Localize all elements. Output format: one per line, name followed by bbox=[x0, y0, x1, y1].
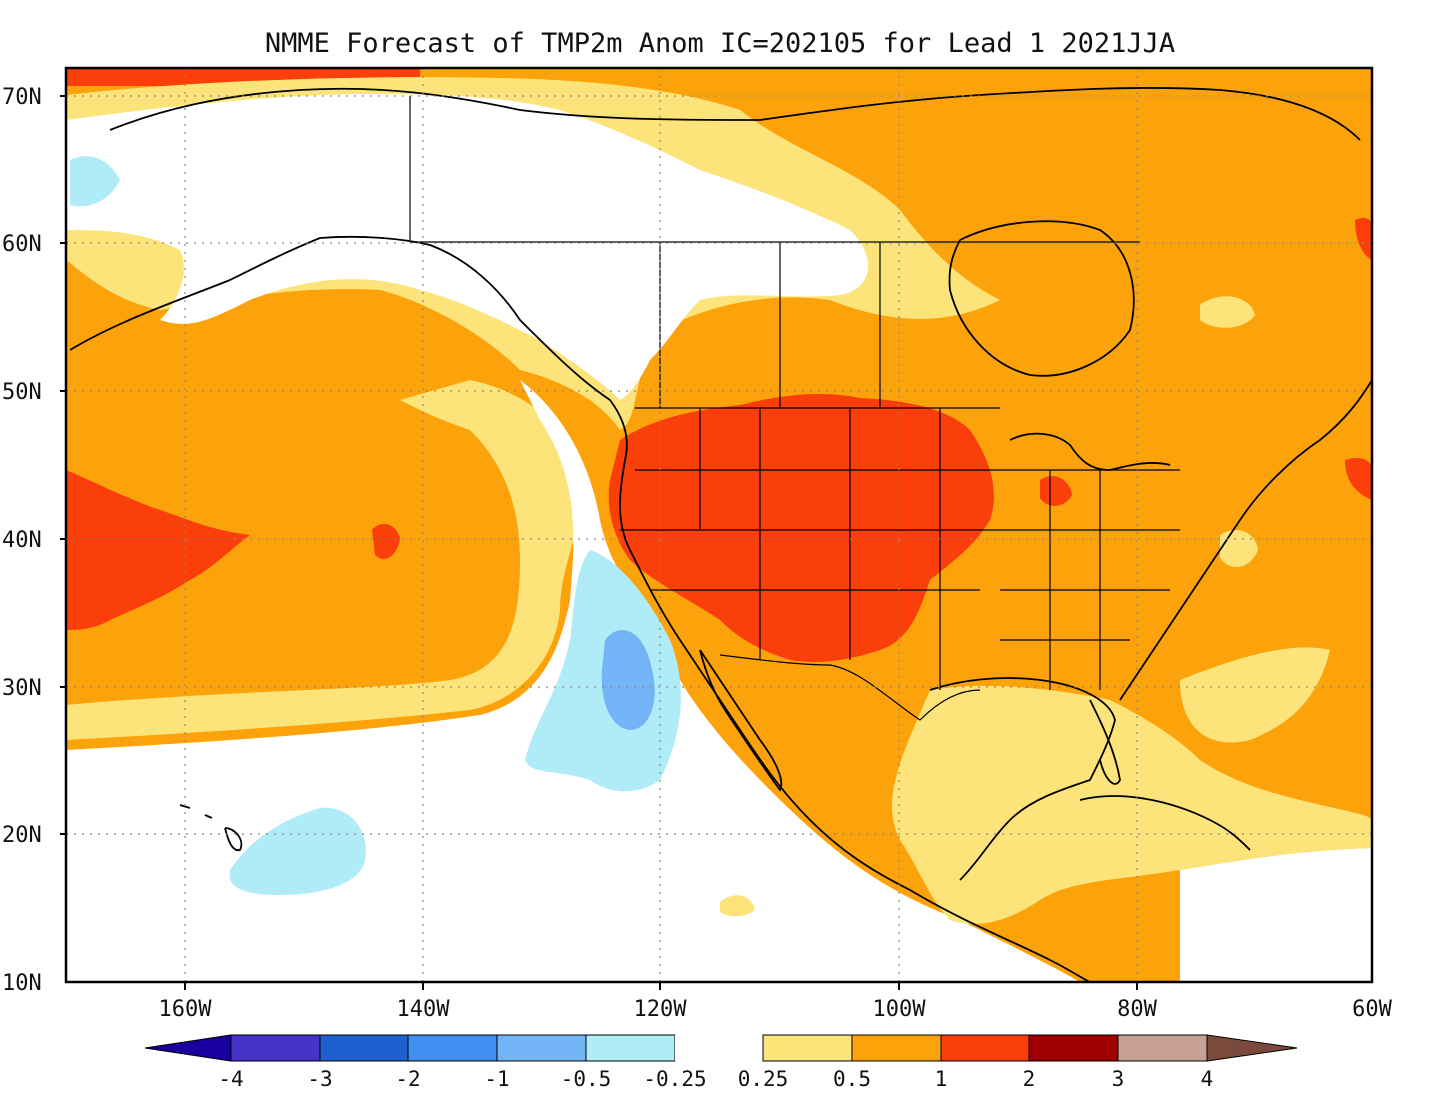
colorbar bbox=[144, 1034, 1298, 1062]
colorbar-label-0.25: 0.25 bbox=[738, 1067, 789, 1091]
map-frame bbox=[64, 66, 1374, 984]
colorbar-arrow-right bbox=[1206, 1034, 1298, 1062]
gridlines bbox=[66, 68, 1372, 982]
colorbar-label-neg1: -1 bbox=[484, 1067, 509, 1091]
colorbar-bin-1..2 bbox=[940, 1034, 1030, 1062]
lat-label-50n: 50N bbox=[2, 380, 42, 405]
anomaly-neutral-caribbean bbox=[1180, 848, 1372, 982]
anomaly-yellow-coastal bbox=[66, 380, 583, 740]
map-panel bbox=[66, 68, 1372, 982]
colorbar-bin--1..-0.5 bbox=[496, 1034, 587, 1062]
lon-label-160w: 160W bbox=[159, 997, 213, 1022]
colorbar-bin-3..4 bbox=[1117, 1034, 1208, 1062]
anomaly-cool-hawaii bbox=[229, 807, 366, 895]
colorbar-label-0.5: 0.5 bbox=[833, 1067, 871, 1091]
anomaly-yellow-atlantic bbox=[1180, 647, 1330, 743]
anomaly-warm-spot-pacific bbox=[372, 523, 400, 559]
colorbar-bin-0.5..1 bbox=[851, 1034, 942, 1062]
anomaly-warm-core-west-us bbox=[608, 394, 994, 662]
figure-title: NMME Forecast of TMP2m Anom IC=202105 fo… bbox=[265, 28, 1175, 59]
colorbar-bin--2..-1 bbox=[407, 1034, 498, 1062]
lon-label-120w: 120W bbox=[634, 997, 688, 1022]
longitude-axis: 160W 140W 120W 100W 80W 60W bbox=[159, 982, 1393, 1022]
anomaly-neutral-alaska bbox=[66, 93, 869, 400]
colorbar-label-1: 1 bbox=[935, 1067, 948, 1091]
lon-label-80w: 80W bbox=[1117, 997, 1157, 1022]
lat-label-10n: 10N bbox=[2, 971, 42, 996]
anomaly-warm-great-lakes bbox=[1040, 475, 1072, 506]
colorbar-arrow-left bbox=[144, 1034, 232, 1062]
lon-label-60w: 60W bbox=[1352, 997, 1392, 1022]
colorbar-label-neg0.5: -0.5 bbox=[561, 1067, 612, 1091]
colorbar-labels: -4 -3 -2 -1 -0.5 -0.25 0.25 0.5 1 2 3 4 bbox=[218, 1067, 1213, 1091]
lat-label-30n: 30N bbox=[2, 676, 42, 701]
anomaly-yellow-gulf bbox=[891, 685, 1372, 924]
colorbar-label-3: 3 bbox=[1112, 1067, 1125, 1091]
lon-label-140w: 140W bbox=[397, 997, 451, 1022]
colorbar-label-2: 2 bbox=[1023, 1067, 1036, 1091]
colorbar-bin-0.25..0.5 bbox=[762, 1034, 853, 1062]
lat-label-60n: 60N bbox=[2, 232, 42, 257]
lat-label-20n: 20N bbox=[2, 823, 42, 848]
anomaly-cool-bering bbox=[70, 156, 120, 207]
colorbar-bin-2..3 bbox=[1028, 1034, 1119, 1062]
colorbar-bin--3..-2 bbox=[319, 1034, 409, 1062]
lat-label-70n: 70N bbox=[2, 85, 42, 110]
colorbar-bin--0.5..-0.25 bbox=[585, 1034, 676, 1062]
colorbar-label-neg0.25: -0.25 bbox=[643, 1067, 706, 1091]
colorbar-bin--4..-3 bbox=[230, 1034, 321, 1062]
anomaly-warm-labrador-edge bbox=[1355, 217, 1372, 260]
anomaly-yellow-atlantic-spot bbox=[1220, 530, 1258, 568]
colorbar-label-neg2: -2 bbox=[395, 1067, 420, 1091]
colorbar-label-neg4: -4 bbox=[218, 1067, 243, 1091]
colorbar-label-4: 4 bbox=[1201, 1067, 1214, 1091]
colorbar-bin-neutral bbox=[675, 1035, 763, 1061]
anomaly-yellow-pacific-spot bbox=[720, 895, 755, 917]
colorbar-label-neg3: -3 bbox=[307, 1067, 332, 1091]
lat-label-40n: 40N bbox=[2, 528, 42, 553]
anomaly-warm-atlantic-edge bbox=[1345, 458, 1372, 500]
latitude-axis: 70N 60N 50N 40N 30N 20N 10N bbox=[2, 85, 66, 996]
coastlines bbox=[69, 87, 1372, 982]
anomaly-cool-baja-dark bbox=[601, 630, 655, 730]
anomaly-warm-west-pacific bbox=[66, 470, 250, 630]
lon-label-100w: 100W bbox=[873, 997, 927, 1022]
anomaly-yellow-quebec bbox=[1200, 296, 1255, 328]
